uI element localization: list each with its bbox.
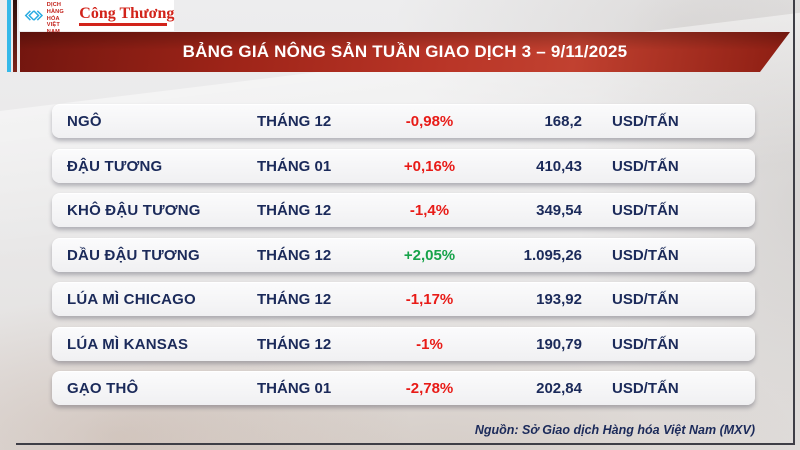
contract-month: THÁNG 12 [257,202,332,219]
table-row: NGÔ THÁNG 12 -0,98% 168,2 USD/TẤN [52,104,755,138]
frame-edge-bottom [16,443,795,445]
price-value: 202,84 [536,380,582,397]
contract-month: THÁNG 01 [257,157,332,175]
mxv-line-3: VIỆT NAM [46,22,61,35]
price-value: 349,54 [536,202,582,219]
change-percent: -2,78% [405,380,454,397]
price-value: 168,2 [544,113,582,130]
change-percent: -1% [416,335,443,353]
price-unit: USD/TẤN [612,202,679,219]
table-row: KHÔ ĐẬU TƯƠNG THÁNG 12 -1,4% 349,54 USD/… [52,193,755,227]
change-percent: -1,17% [405,291,454,308]
congthuong-logo: Công Thương [79,4,175,26]
frame-edge-right [793,0,795,444]
table-row: LÚA MÌ CHICAGO THÁNG 12 -1,17% 193,92 US… [52,282,755,316]
contract-month: THÁNG 01 [257,380,332,397]
page-title: BẢNG GIÁ NÔNG SẢN TUẦN GIAO DỊCH 3 – 9/1… [182,42,628,61]
contract-month: THÁNG 12 [257,246,332,264]
commodity-name: LÚA MÌ CHICAGO [67,291,196,308]
left-accent-stripe-blue [7,0,11,72]
table-row: DẦU ĐẬU TƯƠNG THÁNG 12 +2,05% 1.095,26 U… [52,237,755,272]
commodity-name: KHÔ ĐẬU TƯƠNG [67,202,201,219]
change-percent: -0,98% [405,113,454,130]
commodity-name: LÚA MÌ KANSAS [67,335,189,353]
contract-month: THÁNG 12 [257,113,332,130]
price-unit: USD/TẤN [612,380,679,397]
left-accent-stripe-red [13,0,17,72]
price-value: 410,43 [536,157,582,175]
price-value: 1.095,26 [523,246,582,264]
mxv-chevrons-icon [24,10,44,21]
mxv-line-1: SỞ GIAO DỊCH [46,0,73,9]
commodity-name: NGÔ [67,113,102,130]
congthuong-logo-text: Công Thương [79,4,175,22]
title-banner: BẢNG GIÁ NÔNG SẢN TUẦN GIAO DỊCH 3 – 9/1… [20,32,790,72]
table-row: GẠO THÔ THÁNG 01 -2,78% 202,84 USD/TẤN [52,371,755,405]
commodity-name: GẠO THÔ [67,380,139,397]
price-unit: USD/TẤN [612,246,679,264]
price-unit: USD/TẤN [612,113,679,130]
congthuong-logo-underline [79,22,167,26]
mxv-line-2: HÀNG HÓA [46,8,64,22]
change-percent: +2,05% [403,246,456,264]
price-unit: USD/TẤN [612,335,679,353]
price-value: 193,92 [536,291,582,308]
commodity-name: ĐẬU TƯƠNG [67,157,163,175]
source-credit: Nguồn: Sở Giao dịch Hàng hóa Việt Nam (M… [474,423,755,437]
mxv-logo-text: SỞ GIAO DỊCH HÀNG HÓA VIỆT NAM [47,0,75,36]
change-percent: +0,16% [403,157,456,175]
price-value: 190,79 [536,335,582,353]
price-unit: USD/TẤN [612,157,679,175]
mxv-logo: SỞ GIAO DỊCH HÀNG HÓA VIỆT NAM [24,0,74,36]
change-percent: -1,4% [409,202,450,219]
logo-bar: SỞ GIAO DỊCH HÀNG HÓA VIỆT NAM Công Thươ… [19,0,175,35]
table-row: ĐẬU TƯƠNG THÁNG 01 +0,16% 410,43 USD/TẤN [52,148,755,183]
contract-month: THÁNG 12 [257,291,332,308]
contract-month: THÁNG 12 [257,335,332,353]
price-unit: USD/TẤN [612,291,679,308]
price-table: NGÔ THÁNG 12 -0,98% 168,2 USD/TẤN ĐẬU TƯ… [52,104,755,416]
table-row: LÚA MÌ KANSAS THÁNG 12 -1% 190,79 USD/TẤ… [52,326,755,361]
commodity-name: DẦU ĐẬU TƯƠNG [67,246,200,264]
